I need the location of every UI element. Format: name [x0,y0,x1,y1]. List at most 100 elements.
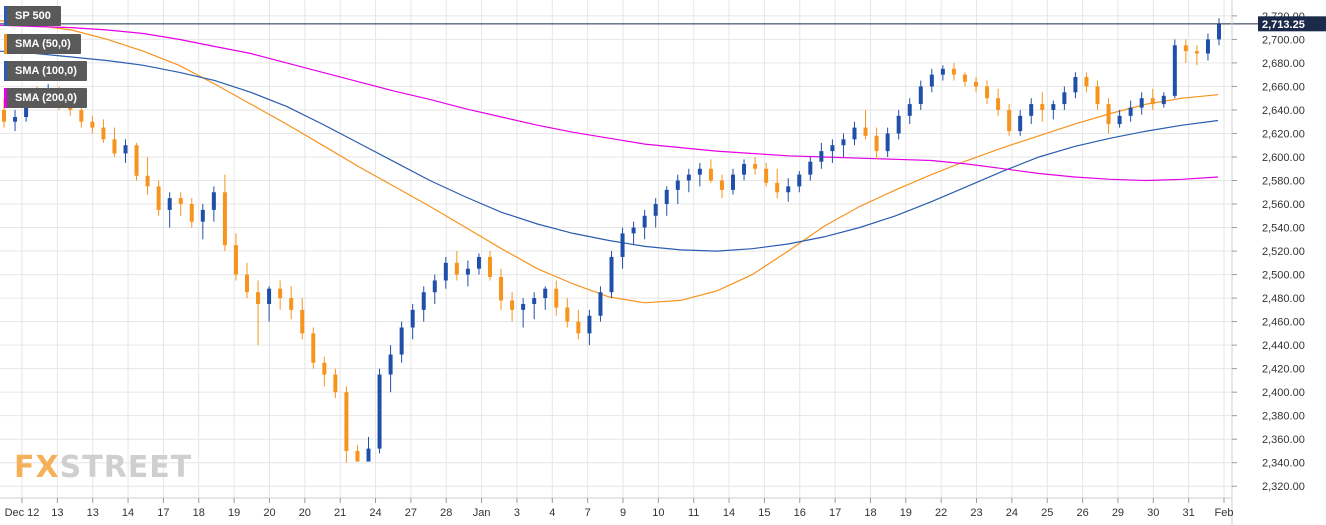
legend-sma50[interactable]: SMA (50,0) [4,34,81,54]
legend-label-sma100: SMA (100,0) [15,65,77,77]
grid [0,0,1232,498]
candle [256,280,261,346]
candle-body [123,145,128,154]
sma200-line [0,24,1219,182]
candle-body [819,151,824,162]
x-tick-label: 17 [157,507,169,519]
x-tick-label: 18 [864,507,876,519]
x-tick-label: 9 [620,507,626,519]
y-tick-label: 2,460.00 [1262,317,1305,329]
candle-body [1018,115,1023,132]
candle-body [134,145,139,176]
legend-swatch-sma50 [4,34,7,54]
candle [731,168,735,195]
candle [631,221,636,246]
candle [587,309,592,346]
candle [1183,39,1188,63]
x-tick-label: 18 [193,507,205,519]
candle-body [1194,51,1199,54]
candle-body [719,180,724,190]
candle [609,251,614,299]
candle-body [653,204,658,216]
candle-body [267,288,272,304]
candle-body [940,68,945,75]
candle-body [830,145,835,152]
legend-sp500[interactable]: SP 500 [4,6,61,26]
candle [874,127,879,160]
candle [996,88,1001,116]
candle-body [753,164,758,169]
candle [962,72,967,87]
legend-swatch-sma100 [4,61,7,81]
x-tick-label: 14 [723,507,735,519]
candle [134,142,139,181]
y-tick-label: 2,580.00 [1262,176,1305,188]
candle-body [620,233,625,257]
candle [167,192,172,228]
x-tick-label: 26 [1076,507,1088,519]
candle-body [366,448,371,462]
legend-sma200[interactable]: SMA (200,0) [4,88,87,108]
candle-body [631,227,636,234]
candle-body [1161,95,1166,105]
candle [377,368,382,454]
y-axis-ticks: 2,320.00 2,340.00 2,360.00 2,380.00 2,400.00… [1232,11,1305,493]
candle-body [543,288,548,299]
candle [267,286,272,322]
candle-body [465,268,470,275]
candle [686,168,691,193]
x-tick-label: Jan [473,507,491,519]
candle [841,133,846,157]
candle [1073,72,1078,99]
candle [1194,45,1199,66]
candle-body [764,168,769,183]
candle-body [1217,24,1221,40]
candle-body [156,186,161,210]
candle [278,280,283,310]
candle-body [256,292,261,304]
candle [753,156,758,175]
candle [1106,98,1111,134]
candle [565,298,570,328]
candle-body [1084,77,1089,87]
candle [1172,39,1177,99]
y-tick-label: 2,680.00 [1262,58,1305,70]
candle-body [808,161,813,175]
candle-body [521,303,526,310]
candle-body [554,288,559,308]
fxstreet-logo: FXSTREET [14,450,192,485]
x-tick-label: 19 [900,507,912,519]
candle [521,298,526,328]
candle [101,119,106,143]
x-tick-label: 23 [970,507,982,519]
y-tick-label: 2,600.00 [1262,152,1305,164]
candle [896,109,901,140]
candle-body [1062,92,1067,105]
candle-body [841,139,846,146]
candle-body [852,127,857,140]
x-tick-label: 21 [334,507,346,519]
brand-street: STREET [59,450,193,485]
candle-body [1029,104,1034,116]
candle [465,260,470,287]
candle-body [1051,104,1056,110]
candle-body [951,68,956,75]
legend-sma100[interactable]: SMA (100,0) [4,61,87,81]
candle [642,209,647,240]
candle-body [697,168,702,175]
candle [355,445,360,462]
candle-body [1128,107,1133,116]
candle [576,309,581,340]
y-tick-label: 2,440.00 [1262,340,1305,352]
candle [200,204,205,240]
candle [1217,18,1221,46]
x-tick-label: 27 [405,507,417,519]
candle [830,139,835,163]
candle-body [79,109,84,122]
candle [532,292,537,320]
candle [333,368,338,399]
x-tick-label: 22 [935,507,947,519]
x-tick-label: 20 [299,507,311,519]
candle-body [797,174,802,187]
